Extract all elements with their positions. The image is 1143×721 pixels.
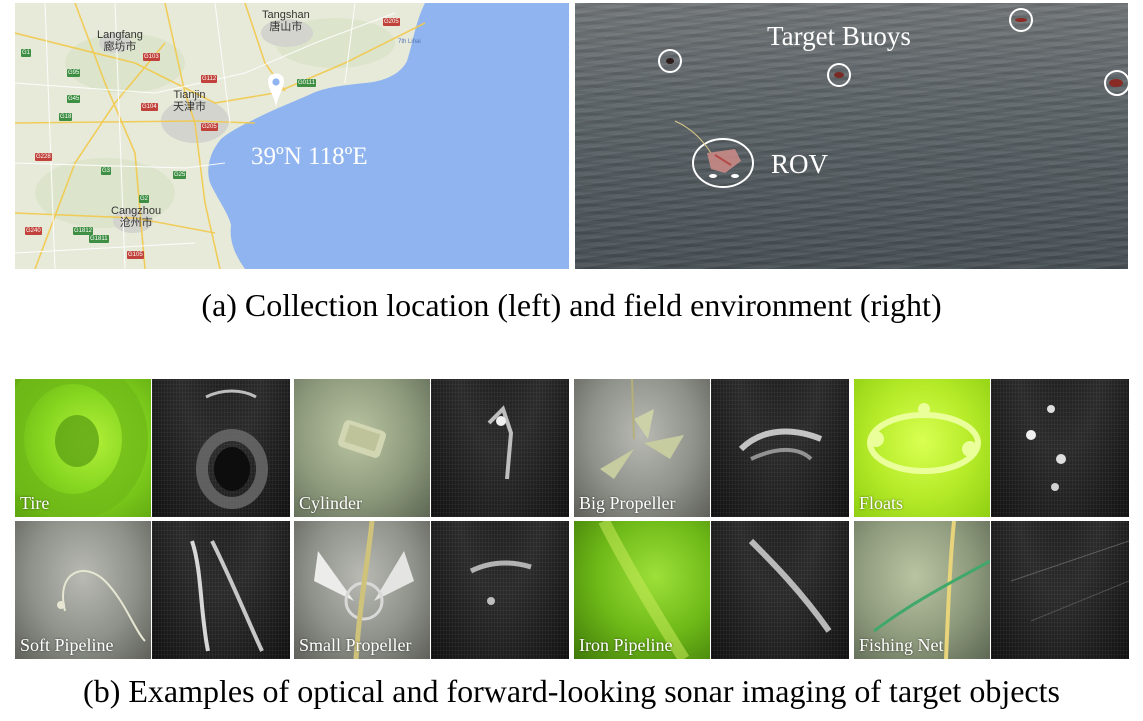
collection-location-map: Tangshan 唐山市 Langfang 廊坊市 Tianjin 天津市 Cangz…	[15, 3, 569, 269]
map-place-label: 7th Lihai	[398, 39, 421, 45]
route-shield: G105	[127, 251, 144, 259]
route-shield: G45	[67, 95, 81, 103]
rov-vehicle-icon	[707, 149, 741, 178]
city-label-cangzhou: Cangzhou 沧州市	[111, 205, 162, 229]
optical-image: Big Propeller	[574, 379, 710, 517]
route-shield: G205	[201, 123, 218, 131]
target-buoy-marker	[1104, 70, 1128, 96]
optical-image: Fishing Net	[854, 521, 990, 659]
target-buoy-marker	[827, 63, 851, 87]
sonar-image	[991, 379, 1129, 517]
sonar-image	[431, 521, 569, 659]
object-label: Big Propeller	[579, 493, 676, 513]
caption-a: (a) Collection location (left) and field…	[201, 287, 942, 323]
city-label-tianjin: Tianjin 天津市	[173, 89, 206, 113]
example-small-propeller: Small Propeller	[294, 521, 569, 659]
example-cylinder: Cylinder	[294, 379, 569, 517]
route-shield: G3	[101, 167, 112, 175]
optical-image: Tire	[15, 379, 151, 517]
optical-image: Soft Pipeline	[15, 521, 151, 659]
example-tire: Tire	[15, 379, 290, 517]
sonar-image	[711, 521, 849, 659]
object-label: Soft Pipeline	[20, 635, 114, 655]
sonar-image	[431, 379, 569, 517]
city-label-tangshan: Tangshan 唐山市	[262, 9, 310, 33]
optical-image: Iron Pipeline	[574, 521, 710, 659]
object-label: Iron Pipeline	[579, 635, 673, 655]
route-shield: G1811	[89, 235, 109, 243]
route-shield: G2	[139, 195, 150, 203]
field-graphic	[658, 8, 1128, 188]
object-label: Small Propeller	[299, 635, 412, 655]
example-big-propeller: Big Propeller	[574, 379, 849, 517]
rov-marker	[692, 138, 754, 188]
target-buoy-marker	[658, 49, 682, 73]
coordinate-label: 39ºN 118ºE	[251, 143, 368, 170]
route-shield: G18	[59, 113, 73, 121]
city-label-langfang: Langfang 廊坊市	[97, 29, 143, 53]
example-soft-pipeline: Soft Pipeline	[15, 521, 290, 659]
object-label: Cylinder	[299, 493, 362, 513]
target-buoys-label: Target Buoys	[767, 21, 911, 51]
field-environment-photo: Target Buoys ROV	[575, 3, 1128, 269]
target-buoy-marker	[1009, 8, 1033, 32]
route-shield: G205	[383, 18, 400, 26]
route-shield: G95	[67, 69, 81, 77]
location-pin-icon	[268, 73, 284, 109]
object-label: Fishing Net	[859, 635, 944, 655]
route-shield: G103	[143, 53, 160, 61]
optical-image: Floats	[854, 379, 990, 517]
optical-image: Cylinder	[294, 379, 430, 517]
map-graphic	[15, 3, 569, 269]
route-shield: G25	[173, 171, 187, 179]
route-shield: G1812	[73, 227, 94, 235]
sonar-image	[152, 379, 290, 517]
route-shield: G112	[201, 75, 218, 83]
route-shield: G104	[141, 103, 158, 111]
example-iron-pipeline: Iron Pipeline	[574, 521, 849, 659]
sonar-image	[152, 521, 290, 659]
object-label: Tire	[20, 493, 50, 513]
sonar-image	[711, 379, 849, 517]
optical-image: Small Propeller	[294, 521, 430, 659]
sonar-image	[991, 521, 1129, 659]
example-fishing-net: Fishing Net	[854, 521, 1129, 659]
example-floats: Floats	[854, 379, 1129, 517]
caption-b: (b) Examples of optical and forward-look…	[83, 673, 1060, 709]
bohai-sea	[208, 3, 569, 269]
route-shield: G1	[21, 49, 32, 57]
rov-label: ROV	[771, 149, 829, 179]
route-shield: G240	[25, 227, 42, 235]
object-label: Floats	[859, 493, 904, 513]
route-shield: G0111	[297, 79, 317, 87]
route-shield: G228	[35, 153, 52, 161]
